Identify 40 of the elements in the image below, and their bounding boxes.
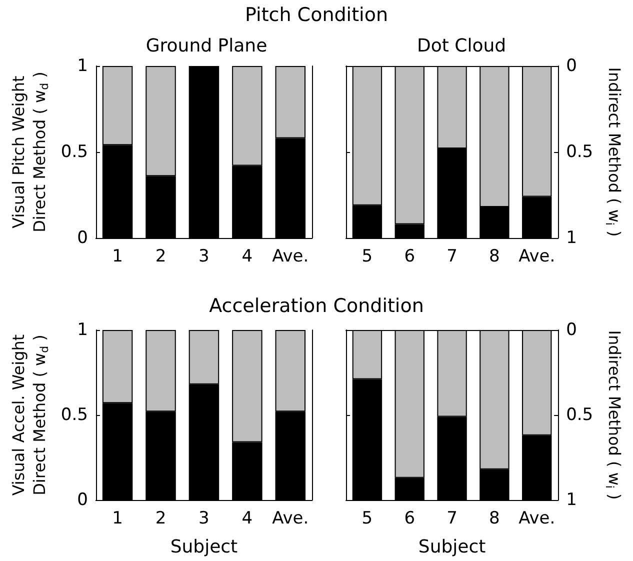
x-tick-label: 1 — [112, 508, 123, 528]
x-tick-label: 7 — [446, 246, 458, 266]
y2-tick-label: 0.5 — [566, 405, 594, 425]
x-tick-label: 8 — [489, 246, 500, 266]
y-tick-label: 1 — [77, 56, 88, 76]
chart-title: Acceleration Condition — [208, 295, 425, 317]
chart-subtitle: Ground Plane — [146, 36, 268, 56]
x-tick-label: 7 — [446, 508, 458, 528]
x-tick-label: 6 — [404, 246, 416, 266]
y-tick-label: 0 — [77, 228, 88, 248]
x-tick-label: 3 — [198, 246, 210, 266]
x-tick-label: 4 — [242, 246, 253, 266]
y2-axis-title: Indirect Method ( wi ) — [603, 67, 624, 237]
x-tick-label: Ave. — [518, 246, 556, 266]
y-tick-label: 0.5 — [60, 142, 88, 162]
x-tick-label: 6 — [404, 508, 416, 528]
x-tick-label: 8 — [489, 508, 500, 528]
x-tick-label: 3 — [198, 508, 210, 528]
x-tick-label: Ave. — [272, 246, 309, 266]
x-tick-label: 4 — [242, 508, 253, 528]
y-tick-label: 0.5 — [60, 405, 88, 425]
y-tick-label: 1 — [77, 320, 88, 340]
y-tick-label: 0 — [77, 490, 88, 510]
x-tick-label: Ave. — [518, 508, 556, 528]
chart-subtitle: Dot Cloud — [416, 36, 506, 56]
x-tick-label: 1 — [112, 246, 123, 266]
x-tick-label: Ave. — [272, 508, 309, 528]
x-tick-label: 5 — [362, 246, 373, 266]
chart-title: Pitch Condition — [244, 4, 389, 26]
y2-tick-label: 0 — [566, 56, 577, 76]
y2-tick-label: 1 — [566, 228, 577, 248]
y2-tick-label: 0.5 — [566, 142, 594, 162]
x-tick-label: 2 — [155, 246, 166, 266]
x-axis-title: Subject — [418, 536, 486, 558]
x-axis-title: Subject — [170, 536, 238, 558]
x-tick-label: 2 — [155, 508, 166, 528]
x-tick-label: 5 — [362, 508, 373, 528]
y2-tick-label: 1 — [566, 490, 577, 510]
y2-axis-title: Indirect Method ( wi ) — [603, 330, 624, 500]
y2-tick-label: 0 — [566, 320, 577, 340]
